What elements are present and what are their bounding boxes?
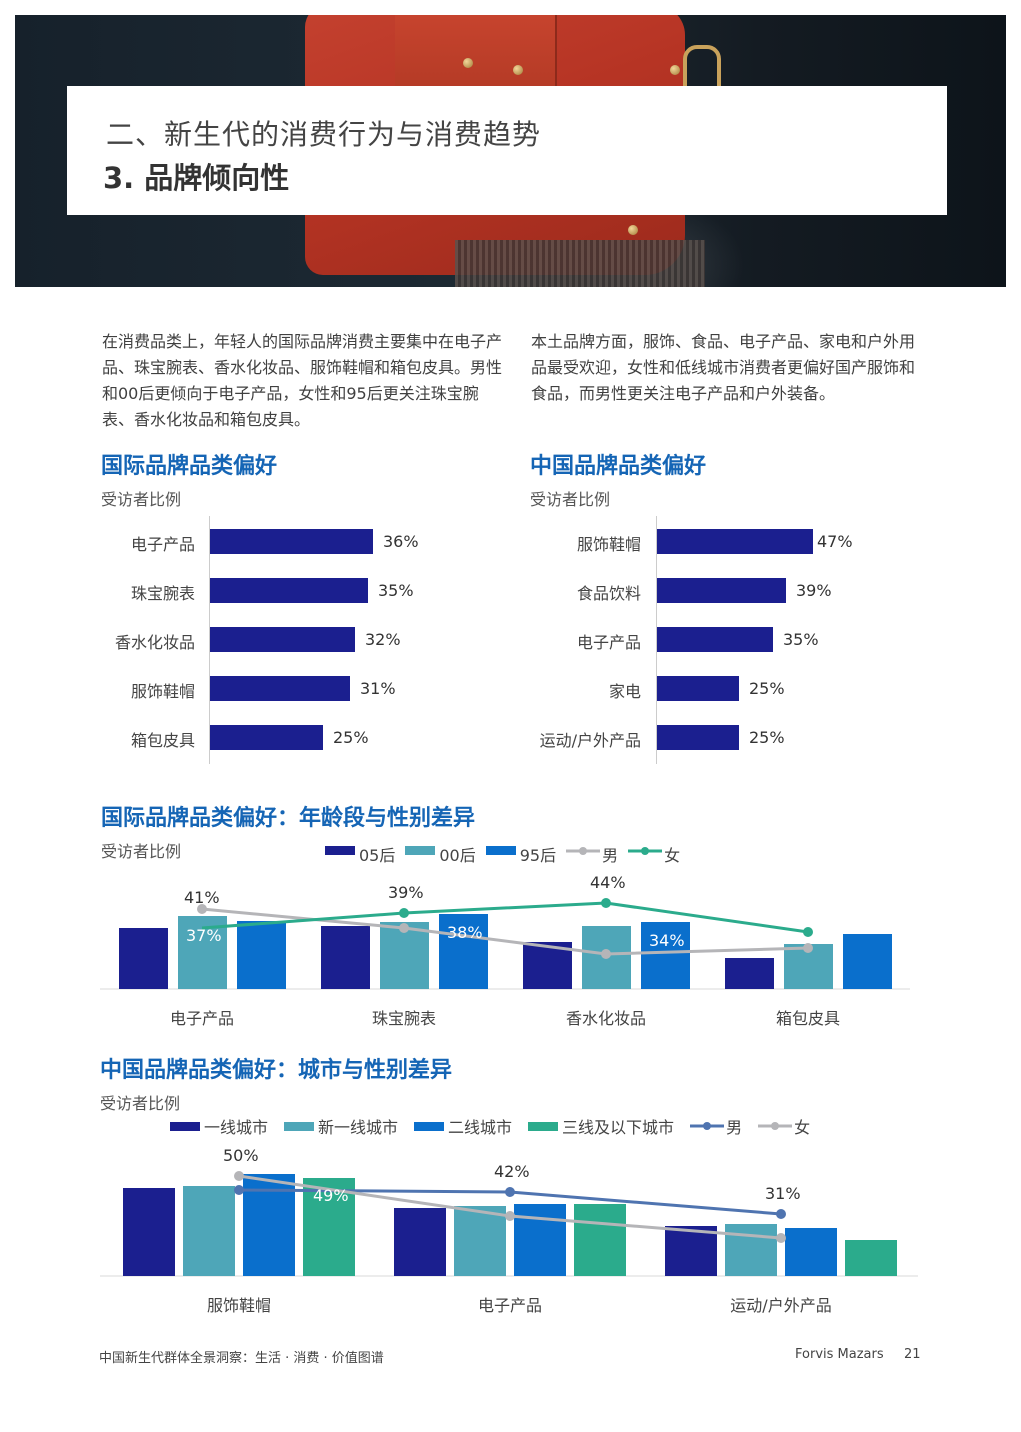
- bar-label: 电子产品: [576, 633, 641, 652]
- section-title: 二、新生代的消费行为与消费趋势: [106, 118, 542, 151]
- intro-paragraph-right: 本土品牌方面，服饰、食品、电子产品、家电和户外用品最受欢迎，女性和低线城市消费者…: [531, 332, 916, 403]
- bar: [657, 725, 739, 750]
- legend-05: 05后: [325, 842, 395, 866]
- title-box: [67, 86, 947, 215]
- bar: [657, 627, 773, 652]
- intl-chart-title: 国际品牌品类偏好: [101, 454, 278, 479]
- bar-value: 36%: [383, 532, 419, 551]
- data-label: 41%: [184, 888, 220, 907]
- bar-label: 珠宝腕表: [130, 584, 195, 603]
- bar-label: 服饰鞋帽: [576, 535, 641, 554]
- data-label: 44%: [590, 873, 626, 892]
- swatch-icon: [405, 845, 436, 855]
- intl-chart-axis: [209, 516, 210, 764]
- bar-value: 39%: [796, 581, 832, 600]
- bar-value: 25%: [749, 728, 785, 747]
- line-marker-icon: [566, 847, 601, 855]
- line-marker-icon: [758, 1122, 793, 1130]
- page-number: 21: [904, 1347, 921, 1362]
- age-chart-title: 国际品牌品类偏好：年龄段与性别差异: [101, 806, 476, 831]
- pleated-skirt-graphic: [455, 240, 705, 287]
- rivet-icon: [628, 225, 638, 235]
- bar-label: 服饰鞋帽: [130, 682, 195, 701]
- bar-label: 家电: [608, 682, 641, 701]
- category-label: 箱包皮具: [775, 1009, 840, 1028]
- legend-tier2: 二线城市: [414, 1114, 512, 1138]
- bar: [210, 529, 373, 554]
- bar: [657, 578, 786, 603]
- bar-value: 35%: [378, 581, 414, 600]
- rivet-icon: [513, 65, 523, 75]
- bar-label: 香水化妆品: [114, 633, 195, 652]
- bar: [657, 529, 813, 554]
- city-chart-legend: 一线城市 新一线城市 二线城市 三线及以下城市 男 女: [170, 1114, 810, 1138]
- category-label: 电子产品: [169, 1009, 234, 1028]
- legend-tier3-below: 三线及以下城市: [528, 1114, 674, 1138]
- bar-value: 25%: [333, 728, 369, 747]
- legend-female: 女: [758, 1114, 810, 1138]
- swatch-icon: [325, 845, 355, 855]
- data-label: 39%: [388, 883, 424, 902]
- bar-value: 32%: [365, 630, 401, 649]
- data-label: 50%: [223, 1146, 259, 1165]
- swatch-icon: [528, 1121, 559, 1131]
- category-label: 电子产品: [477, 1296, 542, 1315]
- rivet-icon: [670, 65, 680, 75]
- bar-value: 25%: [749, 679, 785, 698]
- swatch-icon: [284, 1121, 315, 1131]
- footer-report-title: 中国新生代群体全景洞察：生活 · 消费 · 价值图谱: [99, 1351, 384, 1366]
- category-label: 服饰鞋帽: [206, 1296, 271, 1315]
- bar-value: 35%: [783, 630, 819, 649]
- data-label: 31%: [765, 1184, 801, 1203]
- bar-value: 47%: [817, 532, 853, 551]
- data-label: 34%: [649, 931, 685, 950]
- rivet-icon: [463, 58, 473, 68]
- data-label: 38%: [447, 923, 483, 942]
- data-label: 49%: [313, 1186, 349, 1205]
- age-chart-legend: 05后 00后 95后 男 女: [325, 842, 680, 866]
- bar: [210, 725, 323, 750]
- legend-male: 男: [566, 842, 618, 866]
- cn-chart-subtitle: 受访者比例: [530, 490, 611, 509]
- bar: [210, 627, 355, 652]
- handbag-flap-graphic: [395, 15, 557, 97]
- city-chart-title: 中国品牌品类偏好：城市与性别差异: [100, 1058, 453, 1083]
- line-marker-icon: [690, 1122, 725, 1130]
- cn-chart-axis: [656, 516, 657, 764]
- category-label: 香水化妆品: [565, 1009, 646, 1028]
- swatch-icon: [170, 1121, 200, 1131]
- bar-label: 食品饮料: [576, 584, 641, 603]
- bar-value: 31%: [360, 679, 396, 698]
- bar-label: 箱包皮具: [130, 731, 195, 750]
- bar: [210, 578, 368, 603]
- cn-chart-title: 中国品牌品类偏好: [530, 454, 707, 479]
- legend-00: 00后: [405, 842, 476, 866]
- bar: [210, 676, 350, 701]
- intro-paragraph-left: 在消费品类上，年轻人的国际品牌消费主要集中在电子产品、珠宝腕表、香水化妆品、服饰…: [102, 332, 503, 429]
- swatch-icon: [414, 1121, 445, 1131]
- age-chart-subtitle: 受访者比例: [101, 842, 182, 861]
- swatch-icon: [485, 845, 516, 855]
- legend-new-tier1: 新一线城市: [284, 1114, 398, 1138]
- footer-brand: Forvis Mazars: [795, 1347, 884, 1362]
- category-label: 珠宝腕表: [371, 1009, 436, 1028]
- bar-label: 运动/户外产品: [539, 731, 641, 750]
- legend-95: 95后: [485, 842, 556, 866]
- legend-tier1: 一线城市: [170, 1114, 268, 1138]
- data-label: 37%: [186, 926, 222, 945]
- bar: [657, 676, 739, 701]
- category-label: 运动/户外产品: [730, 1296, 832, 1315]
- legend-female: 女: [628, 842, 680, 866]
- line-marker-icon: [628, 847, 663, 855]
- intl-chart-subtitle: 受访者比例: [101, 490, 182, 509]
- subsection-title: 3. 品牌倾向性: [103, 161, 290, 195]
- bar-label: 电子产品: [130, 535, 195, 554]
- data-label: 42%: [494, 1162, 530, 1181]
- legend-male: 男: [690, 1114, 742, 1138]
- city-chart-subtitle: 受访者比例: [100, 1094, 181, 1113]
